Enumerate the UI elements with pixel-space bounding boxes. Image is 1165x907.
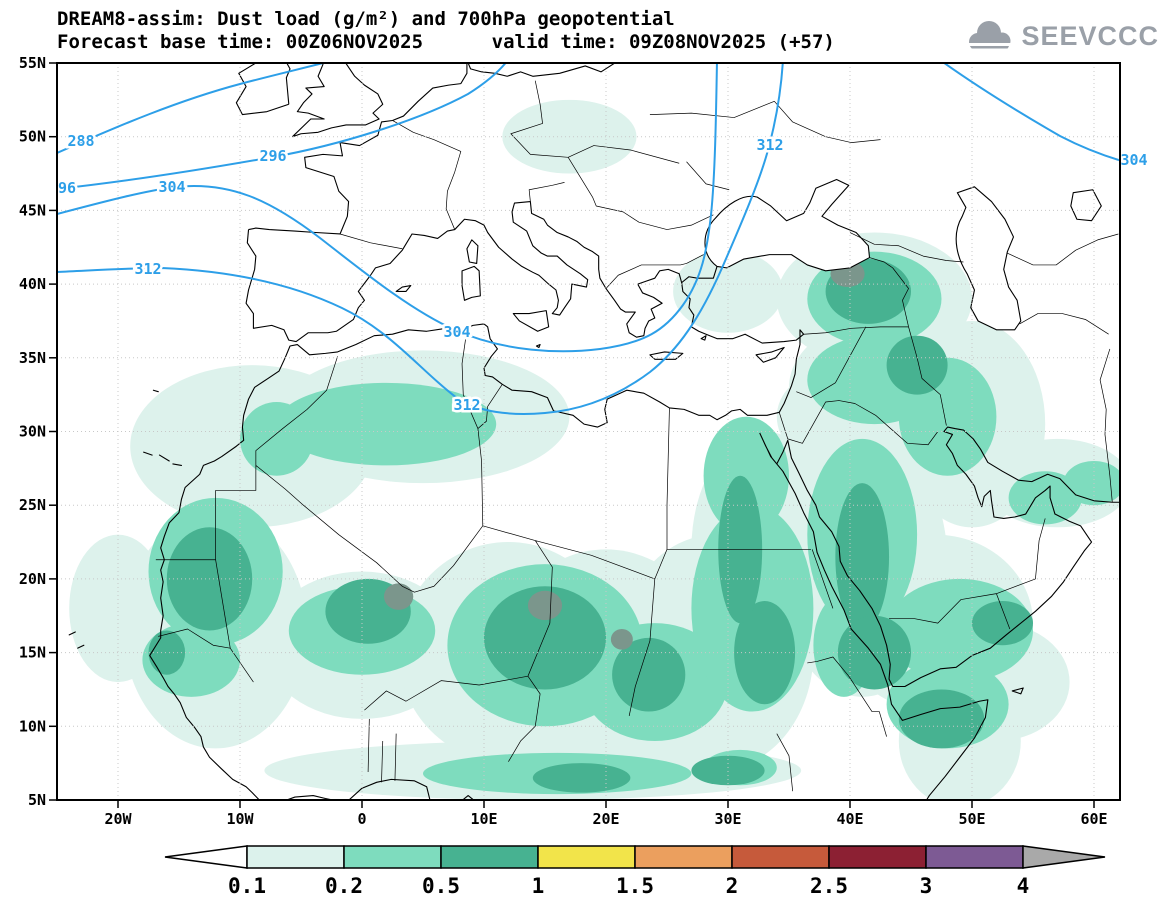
- lon-tick-label: 30E: [714, 810, 741, 828]
- colorbar-level-label: 0.1: [228, 874, 266, 898]
- lon-tick-label: 20E: [592, 810, 619, 828]
- colorbar-level-label: 0.5: [422, 874, 460, 898]
- lat-tick-label: 30N: [19, 423, 46, 441]
- coastline-iberia-med-balkans: [246, 202, 717, 342]
- axis-ticks-and-labels: 55N 50N 45N 40N 35N 30N 25N 20N 15N 10N 5N 20W 10W 0 1…: [19, 54, 1108, 828]
- contour-line-304-west: [57, 63, 718, 353]
- coastline-islands: [69, 240, 1023, 694]
- chart-title: DREAM8-assim: Dust load (g/m²) and 700hP…: [57, 8, 675, 30]
- contour-label: 304: [158, 178, 185, 196]
- colorbar: 0.1 0.2 0.5 1 1.5 2 2.5 3 4: [164, 845, 1106, 898]
- colorbar-level-label: 3: [920, 874, 933, 898]
- contour-line-304-east: [942, 63, 1120, 162]
- colorbar-level-label: 1.5: [616, 874, 654, 898]
- coastline-british-isles-baltic: [236, 60, 619, 137]
- chart-subtitle: Forecast base time: 00Z06NOV2025 valid t…: [57, 31, 835, 53]
- contour-label: 288: [67, 132, 94, 150]
- geo-layer: [69, 60, 1122, 801]
- colorbar-cell: [828, 845, 927, 869]
- contour-label: 296: [259, 147, 286, 165]
- cloud-icon: [964, 21, 1017, 52]
- lon-tick-label: 60E: [1080, 810, 1107, 828]
- coastline-red-sea: [760, 433, 893, 687]
- colorbar-cell: [343, 845, 442, 869]
- lon-tick-label: 0: [357, 810, 366, 828]
- dust-shading-level3: [148, 259, 1033, 793]
- colorbar-cell: [634, 845, 733, 869]
- contour-line-296: [57, 63, 507, 190]
- contour-label: 304: [443, 323, 470, 341]
- contour-label: 312: [134, 260, 161, 278]
- lon-tick-label: 40E: [836, 810, 863, 828]
- colorbar-level-label: 0.2: [325, 874, 363, 898]
- coastline-arabia-gulf-iran: [893, 427, 1122, 686]
- colorbar-cell: [440, 845, 539, 869]
- seevccc-logo: SEEVCCC: [964, 16, 1159, 56]
- lat-tick-label: 45N: [19, 201, 46, 219]
- colorbar-level-label: 2: [726, 874, 739, 898]
- colorbar-cell: [731, 845, 830, 869]
- lat-tick-label: 15N: [19, 644, 46, 662]
- lat-tick-label: 25N: [19, 496, 46, 514]
- contour-line-312: [57, 63, 784, 415]
- gridlines: [57, 63, 1120, 800]
- lon-tick-label: 50E: [958, 810, 985, 828]
- lat-tick-label: 40N: [19, 275, 46, 293]
- colorbar-cell: [537, 845, 636, 869]
- country-borders: [156, 81, 1119, 791]
- aral-sea: [1071, 190, 1102, 221]
- coastline-atlantic-europe: [249, 60, 467, 234]
- black-sea: [705, 179, 870, 270]
- caspian-sea: [956, 187, 1021, 330]
- geopotential-contours: [57, 63, 1120, 415]
- contour-line-288: [57, 63, 328, 154]
- logo-text: SEEVCCC: [1021, 20, 1159, 51]
- lat-tick-label: 35N: [19, 349, 46, 367]
- contour-label: 96: [58, 179, 76, 197]
- contour-label: 312: [756, 136, 783, 154]
- coastline-horn-of-africa: [888, 685, 988, 801]
- contour-label: 304: [1120, 151, 1147, 169]
- contour-label: 312: [453, 396, 480, 414]
- lat-tick-label: 55N: [19, 54, 46, 72]
- contour-labels: 288 96 296 304 312 304 312 312 304: [55, 130, 1150, 417]
- colorbar-cell: [246, 845, 345, 869]
- lat-tick-label: 20N: [19, 570, 46, 588]
- lat-tick-label: 5N: [28, 791, 46, 809]
- lat-tick-label: 50N: [19, 128, 46, 146]
- colorbar-cell: [925, 845, 1024, 869]
- colorbar-left-arrow: [164, 845, 248, 869]
- colorbar-level-label: 4: [1017, 874, 1030, 898]
- colorbar-right-arrow: [1022, 845, 1106, 869]
- colorbar-level-label: 1: [532, 874, 545, 898]
- lon-tick-label: 20W: [104, 810, 132, 828]
- lat-tick-label: 10N: [19, 717, 46, 735]
- lon-tick-label: 10W: [226, 810, 254, 828]
- lon-tick-label: 10E: [470, 810, 497, 828]
- colorbar-level-label: 2.5: [810, 874, 848, 898]
